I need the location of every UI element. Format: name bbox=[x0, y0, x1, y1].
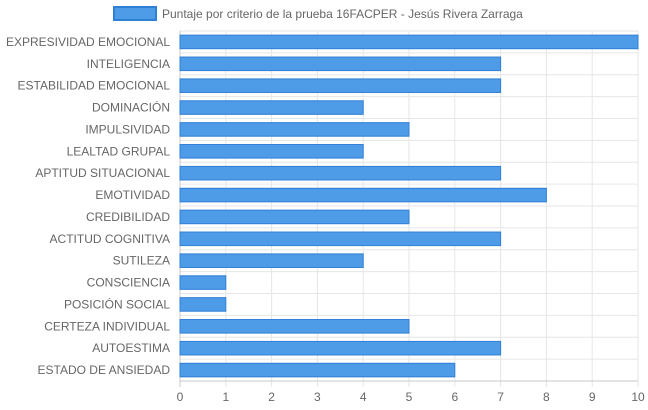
category-label: INTELIGENCIA bbox=[87, 57, 170, 71]
bar[interactable] bbox=[179, 122, 410, 137]
x-tick-label: 1 bbox=[222, 390, 229, 404]
category-label: DOMINACIÓN bbox=[92, 100, 170, 115]
x-tick-label: 6 bbox=[451, 390, 458, 404]
legend-swatch bbox=[113, 6, 157, 21]
bar[interactable] bbox=[179, 209, 410, 225]
category-label: ESTABILIDAD EMOCIONAL bbox=[18, 79, 171, 93]
category-labels: EXPRESIVIDAD EMOCIONAL INTELIGENCIA ESTABI… bbox=[6, 35, 170, 377]
x-tick-label: 9 bbox=[589, 390, 596, 404]
category-label: IMPULSIVIDAD bbox=[85, 122, 170, 136]
x-tick-label: 10 bbox=[631, 390, 645, 404]
category-label: CONSCIENCIA bbox=[87, 276, 170, 290]
category-label: ACTITUD COGNITIVA bbox=[50, 232, 170, 246]
bar[interactable] bbox=[179, 56, 502, 72]
bar[interactable] bbox=[179, 340, 502, 356]
x-tick-label: 8 bbox=[543, 390, 550, 404]
bar[interactable] bbox=[179, 362, 456, 378]
x-tick-label: 4 bbox=[360, 390, 367, 404]
bar[interactable] bbox=[179, 231, 502, 247]
bars bbox=[179, 34, 639, 378]
bar[interactable] bbox=[179, 78, 502, 93]
category-label: LEALTAD GRUPAL bbox=[67, 144, 171, 158]
category-label: SUTILEZA bbox=[113, 254, 170, 268]
bar[interactable] bbox=[179, 253, 364, 268]
bar[interactable] bbox=[179, 165, 502, 181]
bar[interactable] bbox=[179, 34, 639, 50]
category-label: POSICIÓN SOCIAL bbox=[64, 296, 170, 311]
category-label: ESTADO DE ANSIEDAD bbox=[38, 363, 171, 377]
x-tick-label: 3 bbox=[314, 390, 321, 404]
x-tick-label: 7 bbox=[497, 390, 504, 404]
bar[interactable] bbox=[179, 187, 547, 203]
bar[interactable] bbox=[179, 144, 364, 159]
x-tick-label: 0 bbox=[177, 390, 184, 404]
bar[interactable] bbox=[179, 319, 410, 334]
x-axis-ticks: 0 1 2 3 4 5 6 7 8 9 10 bbox=[177, 390, 645, 404]
legend-label: Puntaje por criterio de la prueba 16FACP… bbox=[162, 7, 523, 21]
x-tick-label: 2 bbox=[268, 390, 275, 404]
category-label: EMOTIVIDAD bbox=[95, 188, 170, 202]
category-label: CREDIBILIDAD bbox=[86, 210, 170, 224]
x-tick-label: 5 bbox=[406, 390, 413, 404]
legend[interactable]: Puntaje por criterio de la prueba 16FACP… bbox=[113, 6, 523, 21]
category-label: EXPRESIVIDAD EMOCIONAL bbox=[6, 35, 170, 49]
bar[interactable] bbox=[179, 100, 364, 115]
category-label: CERTEZA INDIVIDUAL bbox=[44, 319, 170, 333]
bar[interactable] bbox=[179, 275, 227, 290]
category-label: AUTOESTIMA bbox=[92, 341, 170, 355]
bar[interactable] bbox=[179, 297, 227, 312]
category-label: APTITUD SITUACIONAL bbox=[35, 166, 170, 180]
